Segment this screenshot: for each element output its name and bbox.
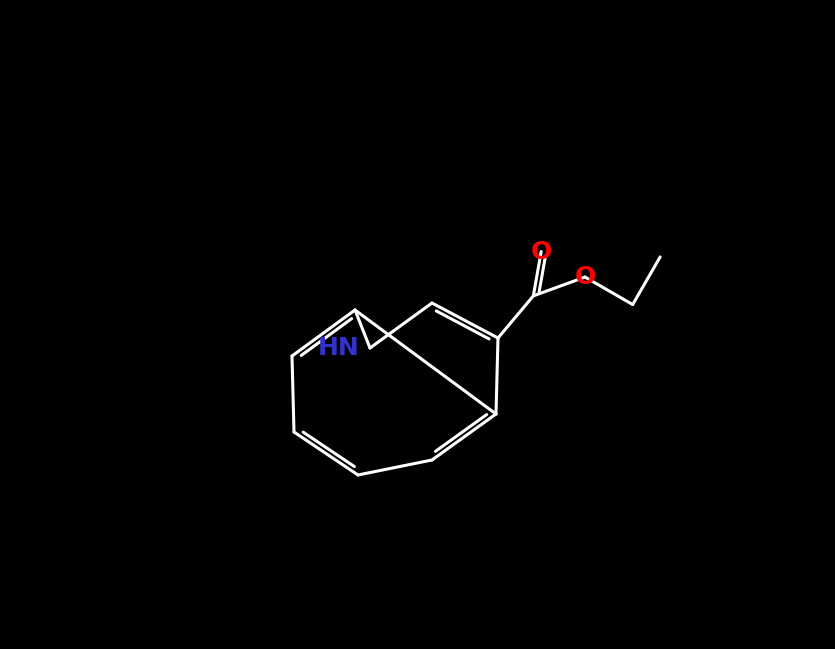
Text: HN: HN [318,336,360,360]
Text: O: O [574,265,595,289]
Text: O: O [530,239,552,263]
